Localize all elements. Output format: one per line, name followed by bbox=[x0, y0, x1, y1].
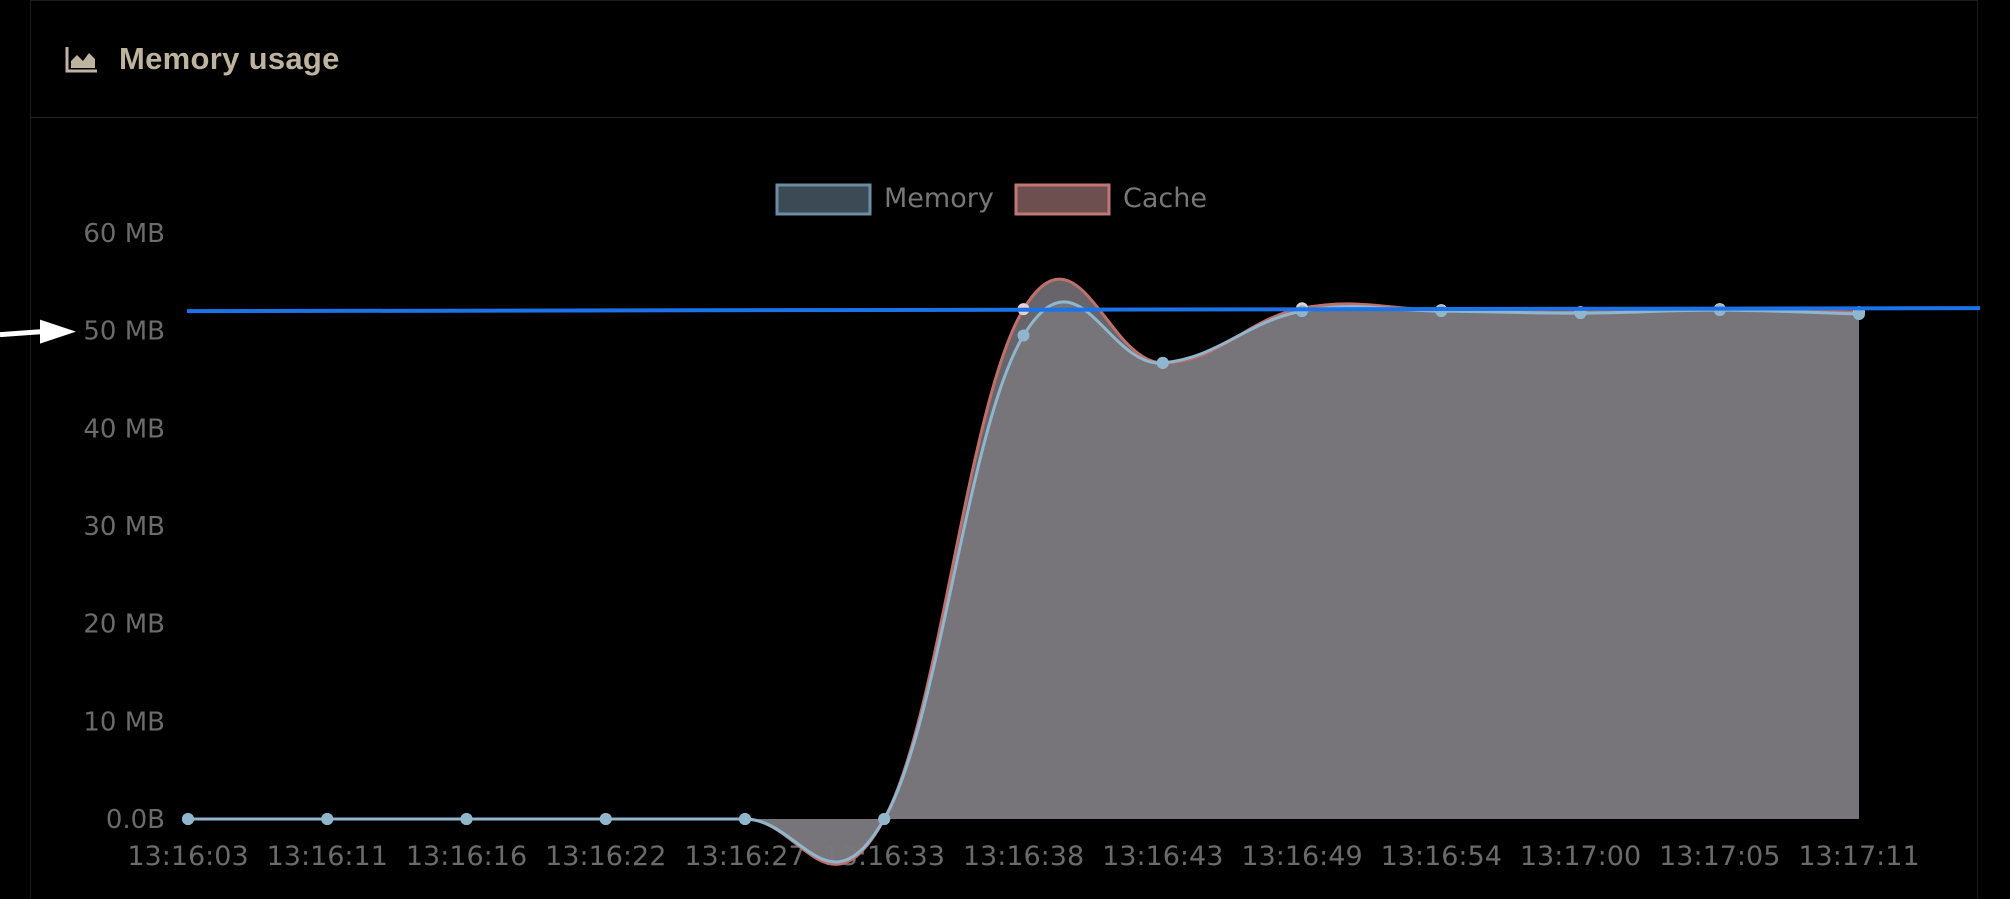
legend-memory-swatch[interactable] bbox=[775, 183, 872, 216]
x-tick-label: 13:16:16 bbox=[406, 841, 527, 872]
x-tick-label: 13:16:22 bbox=[545, 841, 666, 872]
area-chart-icon bbox=[65, 47, 97, 73]
memory-point[interactable] bbox=[1853, 308, 1865, 321]
memory-area bbox=[188, 301, 1859, 862]
legend-cache-label[interactable]: Cache bbox=[1123, 183, 1207, 214]
x-tick-label: 13:17:05 bbox=[1659, 841, 1780, 872]
memory-line bbox=[187, 300, 1860, 864]
chart-legend[interactable]: Memory Cache bbox=[775, 183, 1207, 216]
y-tick-label: 0.0B bbox=[106, 805, 165, 835]
y-axis: 0.0B 10 MB 20 MB 30 MB 40 MB 50 MB 60 MB bbox=[83, 219, 165, 835]
threshold-line bbox=[186, 306, 1981, 314]
y-tick-label: 30 MB bbox=[83, 512, 165, 542]
x-tick-label: 13:16:38 bbox=[963, 841, 1084, 872]
x-tick-label: 13:16:54 bbox=[1381, 841, 1502, 872]
memory-point[interactable] bbox=[321, 813, 334, 825]
memory-point[interactable] bbox=[460, 813, 473, 825]
x-tick-label: 13:16:43 bbox=[1102, 841, 1223, 872]
y-tick-label: 50 MB bbox=[83, 317, 165, 347]
x-tick-label: 13:17:00 bbox=[1520, 841, 1641, 872]
memory-point[interactable] bbox=[1435, 305, 1448, 318]
x-tick-label: 13:16:11 bbox=[267, 841, 388, 872]
memory-point[interactable] bbox=[182, 813, 194, 825]
y-tick-label: 20 MB bbox=[83, 610, 165, 640]
x-tick-label: 13:16:03 bbox=[127, 841, 248, 872]
memory-point[interactable] bbox=[599, 813, 612, 825]
x-tick-label: 13:17:11 bbox=[1798, 841, 1919, 872]
x-tick-label: 13:16:27 bbox=[684, 841, 805, 872]
plot-area bbox=[182, 277, 1865, 866]
memory-point[interactable] bbox=[1017, 329, 1030, 342]
annotation-arrow-head bbox=[40, 319, 76, 344]
memory-point[interactable] bbox=[1156, 356, 1169, 369]
x-axis: 13:16:03 13:16:11 13:16:16 13:16:22 13:16:27… bbox=[127, 841, 1919, 872]
panel-title: Memory usage bbox=[119, 41, 340, 76]
annotation-layer bbox=[0, 306, 1981, 344]
memory-point[interactable] bbox=[739, 813, 751, 825]
legend-cache-swatch[interactable] bbox=[1014, 183, 1111, 216]
y-tick-label: 10 MB bbox=[83, 707, 165, 737]
annotation-arrow-shaft bbox=[0, 329, 43, 338]
memory-point[interactable] bbox=[878, 813, 891, 825]
panel-header: Memory usage bbox=[31, 1, 1977, 118]
y-tick-label: 60 MB bbox=[83, 219, 165, 249]
y-tick-label: 40 MB bbox=[83, 414, 165, 444]
x-tick-label: 13:16:49 bbox=[1241, 841, 1362, 872]
legend-memory-label[interactable]: Memory bbox=[884, 183, 994, 214]
